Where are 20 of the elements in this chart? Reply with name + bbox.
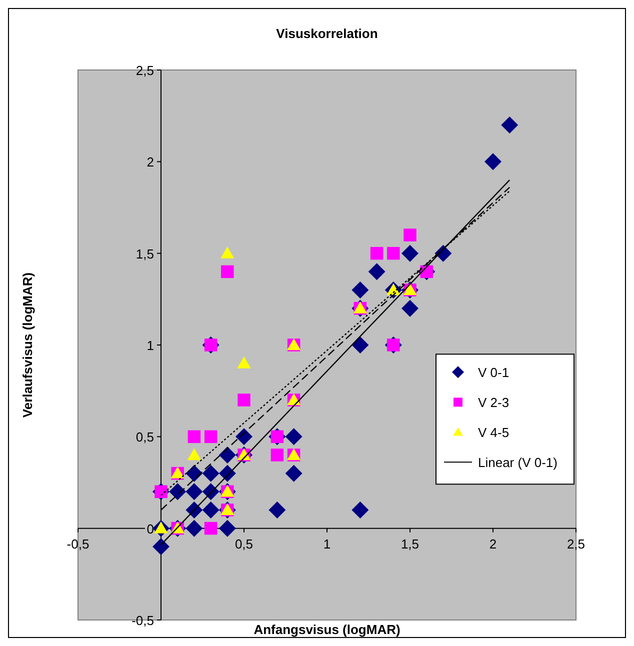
y-tick-label: 1 — [146, 338, 154, 353]
x-tick-label: 2 — [489, 536, 497, 552]
x-axis-title: Anfangsvisus (logMAR) — [254, 622, 400, 637]
legend-label: V 0-1 — [478, 365, 510, 380]
legend-label: Linear (V 0-1) — [478, 455, 558, 470]
y-tick-label: 1,5 — [136, 246, 154, 262]
x-tick-label: 0,5 — [234, 536, 254, 552]
y-tick-label: 2 — [146, 154, 154, 170]
x-tick-label: 2,5 — [566, 536, 586, 552]
y-tick-label: -0,5 — [132, 613, 154, 628]
y-tick-label: 0 — [146, 521, 154, 536]
x-tick-label: 1,5 — [400, 536, 420, 552]
legend-label: V 2-3 — [478, 395, 510, 410]
chart-title: Visuskorrelation — [276, 26, 378, 41]
x-tick-label: 1 — [323, 536, 331, 552]
legend-label: V 4-5 — [478, 425, 510, 440]
y-axis-title: Verlaufsvisus (logMAR) — [20, 272, 35, 418]
y-tick-label: 0,5 — [136, 430, 154, 445]
x-tick-label: -0,5 — [66, 536, 90, 552]
y-tick-label: 2,5 — [136, 63, 154, 78]
